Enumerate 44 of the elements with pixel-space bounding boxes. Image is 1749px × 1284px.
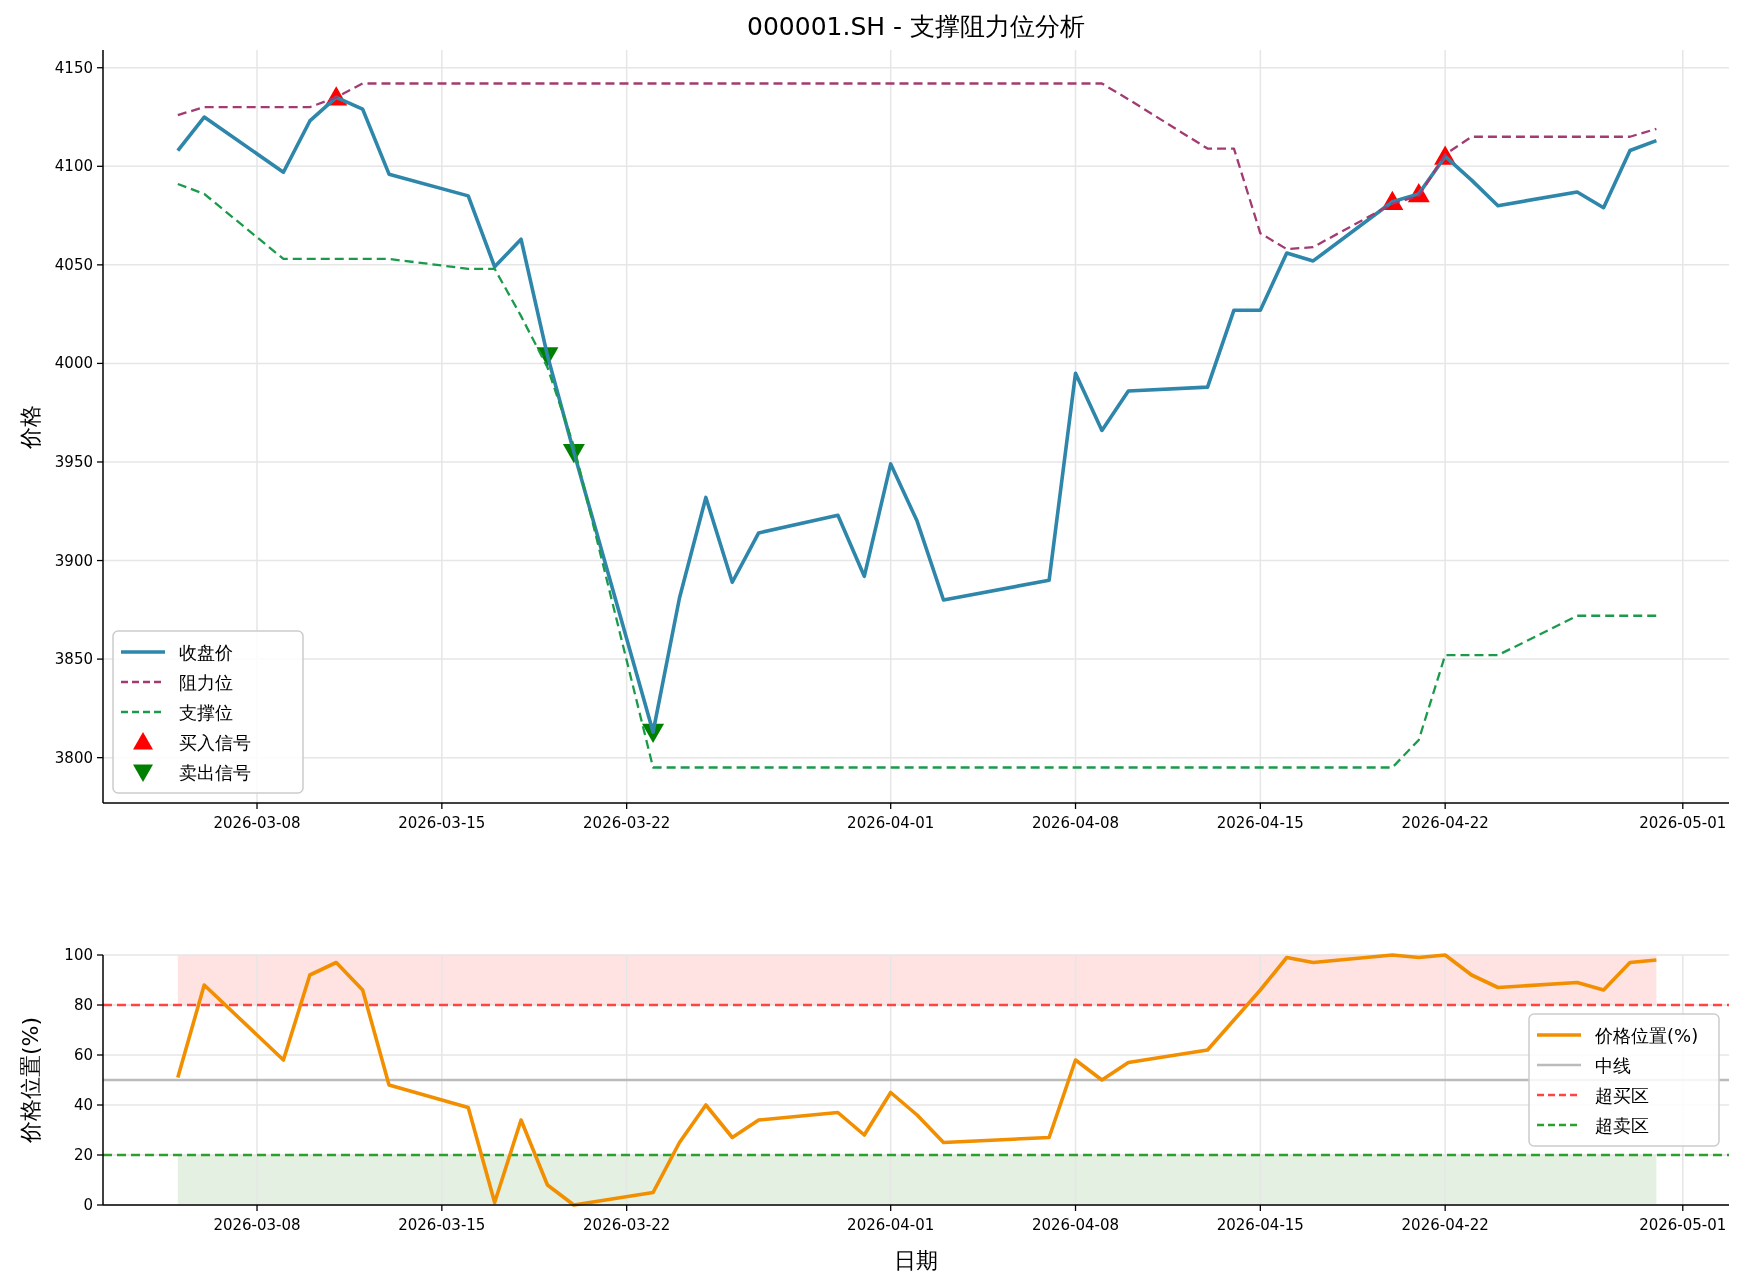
y-tick-label: 4000: [54, 354, 93, 373]
y-tick-label: 3950: [54, 452, 93, 471]
x-tick-label: 2026-04-22: [1401, 814, 1489, 832]
y-tick-label: 3900: [54, 551, 93, 570]
y-axis-title: 价格位置(%): [18, 1016, 43, 1145]
line-series: [176, 82, 1658, 251]
y-tick-label: 4150: [54, 58, 93, 77]
x-tick-label: 2026-03-15: [398, 814, 486, 832]
y-tick-label: 4050: [54, 255, 93, 274]
y-tick-label: 40: [73, 1096, 93, 1114]
x-tick-label: 2026-05-01: [1639, 814, 1727, 832]
x-tick-label: 2026-04-15: [1216, 814, 1304, 832]
legend-label: 超买区: [1595, 1085, 1649, 1106]
x-tick-label: 2026-04-08: [1031, 1216, 1120, 1234]
legend-label: 卖出信号: [179, 762, 251, 783]
x-axis-title: 日期: [894, 1248, 938, 1273]
y-tick-label: 4100: [54, 157, 93, 176]
x-tick-label: 2026-04-22: [1401, 1216, 1489, 1234]
y-tick-label: 60: [73, 1046, 93, 1064]
y-tick-label: 3850: [54, 650, 93, 669]
legend-label: 超卖区: [1595, 1115, 1649, 1136]
y-tick-label: 3800: [54, 748, 93, 767]
x-tick-label: 2026-04-08: [1031, 814, 1120, 832]
legend-label: 阻力位: [179, 672, 233, 693]
y-tick-label: 0: [83, 1196, 93, 1214]
chart-title: 000001.SH - 支撑阻力位分析: [747, 12, 1085, 41]
x-tick-label: 2026-03-08: [213, 814, 301, 832]
y-tick-label: 20: [73, 1146, 93, 1164]
y-tick-label: 100: [64, 946, 93, 964]
y-axis-title: 价格: [18, 404, 43, 450]
legend-label: 买入信号: [179, 732, 251, 753]
legend-label: 价格位置(%): [1594, 1025, 1699, 1046]
legend-label: 收盘价: [179, 642, 233, 663]
x-tick-label: 2026-04-15: [1216, 1216, 1304, 1234]
x-tick-label: 2026-03-22: [583, 814, 671, 832]
x-tick-label: 2026-04-01: [847, 1216, 935, 1234]
legend-label: 支撑位: [179, 702, 233, 723]
x-tick-label: 2026-03-08: [213, 1216, 301, 1234]
y-tick-label: 80: [73, 996, 93, 1014]
ref-line-label: 中线: [1595, 1055, 1631, 1076]
x-tick-label: 2026-04-01: [847, 814, 935, 832]
x-tick-label: 2026-03-15: [398, 1216, 486, 1234]
x-tick-label: 2026-05-01: [1639, 1216, 1727, 1234]
x-tick-label: 2026-03-22: [583, 1216, 671, 1234]
